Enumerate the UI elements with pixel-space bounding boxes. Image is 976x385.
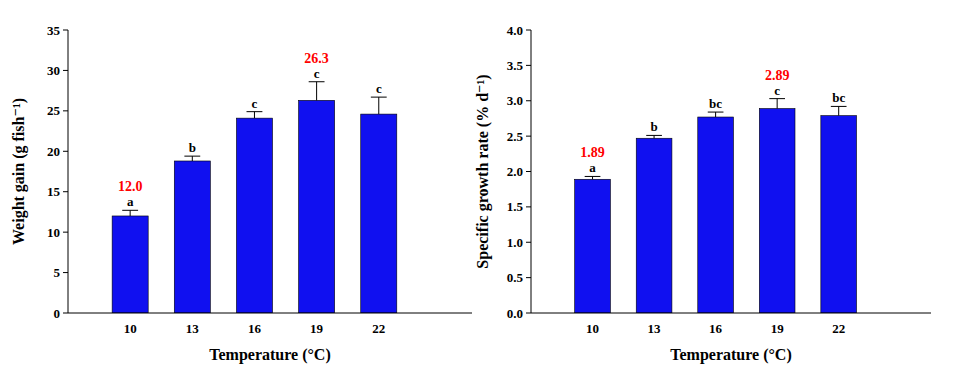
y-tick — [63, 110, 68, 111]
bar — [299, 100, 335, 313]
annotation: 12.0 — [118, 179, 143, 194]
y-tick-label: 3.0 — [507, 93, 523, 108]
x-tick-label: 13 — [648, 321, 662, 336]
y-tick-label: 2.5 — [507, 129, 524, 144]
x-axis-label: Temperature (°C) — [670, 346, 791, 364]
error-bar — [769, 99, 785, 109]
bar — [174, 161, 210, 313]
marks — [575, 99, 857, 313]
x-tick-label: 22 — [832, 321, 845, 336]
y-tick-label: 0.0 — [507, 306, 523, 321]
figure: 05101520253035a12.0bcc26.3c1013161922Tem… — [0, 0, 976, 385]
error-bar — [708, 112, 724, 117]
y-tick — [526, 206, 531, 207]
error-bar — [247, 112, 263, 118]
x-tick-label: 19 — [771, 321, 785, 336]
y-tick-label: 30 — [47, 63, 60, 78]
y-tick-label: 35 — [47, 23, 61, 38]
y-tick — [526, 242, 531, 243]
y-tick-label: 25 — [47, 103, 61, 118]
significance-letter: c — [314, 66, 320, 81]
x-tick-label: 16 — [248, 321, 262, 336]
significance-letter: a — [589, 160, 596, 175]
y-tick-label: 0.5 — [507, 270, 524, 285]
y-tick-label: 10 — [47, 225, 60, 240]
x-tick-label: 19 — [310, 321, 324, 336]
chart-panel: 05101520253035a12.0bcc26.3c1013161922Tem… — [10, 23, 472, 365]
x-axis — [68, 313, 472, 314]
y-axis-label: Specific growth rate (% d⁻¹) — [474, 74, 492, 268]
y-tick — [526, 313, 531, 314]
error-bar — [831, 106, 847, 115]
y-tick — [526, 136, 531, 137]
bar — [236, 118, 272, 313]
y-tick — [526, 171, 531, 172]
x-tick-label: 16 — [709, 321, 723, 336]
annotation: 1.89 — [580, 145, 605, 160]
bar — [821, 116, 857, 313]
y-axis-label: Weight gain (g fish⁻¹) — [10, 98, 28, 245]
y-tick — [526, 277, 531, 278]
y-tick-label: 20 — [47, 144, 60, 159]
significance-letter: bc — [709, 96, 722, 111]
y-axis — [531, 30, 532, 313]
significance-letter: b — [189, 140, 196, 155]
y-tick-label: 1.0 — [507, 235, 523, 250]
y-tick-label: 5 — [54, 265, 61, 280]
chart-panel: 0.0 0.5 1.0 1.5 2.0 2.5 3.0 3.5 4.0 a1.89 b bc c2.89… — [474, 23, 931, 365]
bar — [361, 114, 397, 313]
bar — [575, 179, 611, 313]
annotation: 26.3 — [304, 51, 329, 66]
x-axis-label: Temperature (°C) — [209, 346, 330, 364]
y-tick-label: 4.0 — [507, 23, 523, 38]
significance-letter: c — [252, 96, 258, 111]
x-tick-label: 22 — [372, 321, 385, 336]
annotation: 2.89 — [765, 68, 790, 83]
y-tick — [526, 30, 531, 31]
y-tick — [63, 30, 68, 31]
significance-letter: b — [650, 119, 657, 134]
bar — [698, 117, 734, 313]
x-tick-label: 13 — [186, 321, 200, 336]
y-tick — [526, 100, 531, 101]
x-tick-label: 10 — [586, 321, 599, 336]
error-bar — [646, 135, 662, 138]
y-tick-label: 2.0 — [507, 164, 523, 179]
significance-letter: bc — [832, 90, 845, 105]
y-tick — [63, 313, 68, 314]
y-tick — [526, 65, 531, 66]
error-bar — [309, 82, 325, 101]
significance-letter: c — [376, 81, 382, 96]
bar — [112, 216, 148, 313]
y-tick-label: 15 — [47, 184, 61, 199]
significance-letter: c — [774, 83, 780, 98]
y-tick — [63, 70, 68, 71]
x-tick-label: 10 — [124, 321, 137, 336]
bar — [759, 109, 795, 313]
y-tick — [63, 232, 68, 233]
bar — [636, 138, 672, 313]
y-tick — [63, 272, 68, 273]
error-bar — [122, 210, 138, 216]
significance-letter: a — [127, 194, 134, 209]
y-tick — [63, 151, 68, 152]
error-bar — [184, 156, 200, 161]
x-axis — [531, 313, 931, 314]
y-tick-label: 0 — [54, 306, 61, 321]
y-tick — [63, 191, 68, 192]
error-bar — [585, 176, 601, 179]
marks — [112, 82, 397, 313]
error-bar — [371, 97, 387, 114]
y-axis — [68, 30, 69, 313]
y-tick-label: 3.5 — [507, 58, 524, 73]
y-tick-label: 1.5 — [507, 199, 524, 214]
